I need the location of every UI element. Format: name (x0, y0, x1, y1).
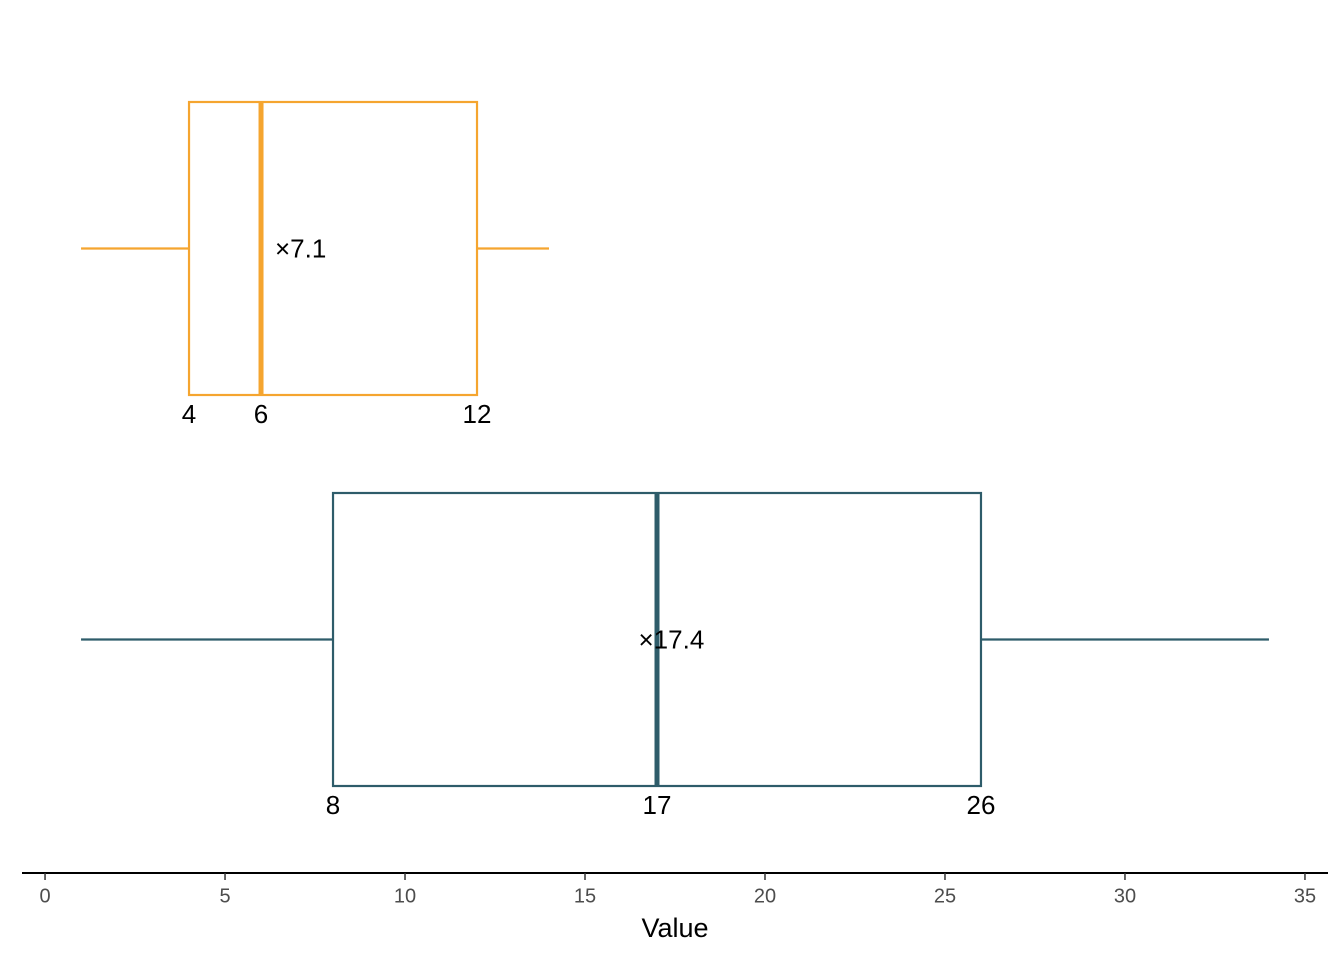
x-tick-label: 30 (1114, 885, 1136, 907)
x-tick-label: 35 (1294, 885, 1316, 907)
quartile-label: 6 (254, 399, 268, 429)
quartile-label: 8 (326, 790, 340, 820)
x-tick-label: 0 (39, 885, 50, 907)
quartile-label: 4 (182, 399, 196, 429)
x-tick-label: 5 (219, 885, 230, 907)
x-tick-label: 20 (754, 885, 776, 907)
mean-label: ×7.1 (275, 233, 326, 263)
x-tick-label: 25 (934, 885, 956, 907)
mean-label: ×17.4 (639, 624, 705, 654)
x-axis-title: Value (641, 913, 708, 943)
quartile-label: 26 (967, 790, 996, 820)
x-tick-label: 15 (574, 885, 596, 907)
x-tick-label: 10 (394, 885, 416, 907)
quartile-label: 17 (643, 790, 672, 820)
quartile-label: 12 (463, 399, 492, 429)
box (187, 100, 479, 397)
